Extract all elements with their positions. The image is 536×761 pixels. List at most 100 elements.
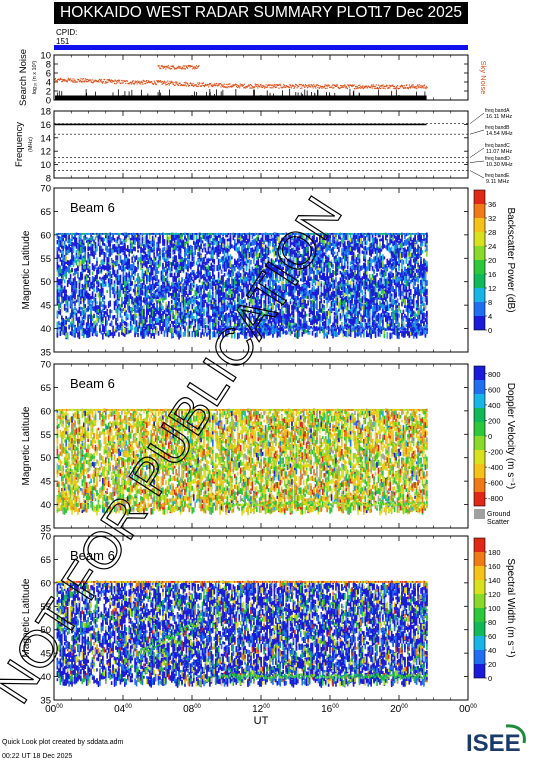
sky-noise-point <box>376 87 378 89</box>
sky-noise-point <box>185 81 187 83</box>
sky-noise-point <box>84 78 87 80</box>
sky-noise-point <box>247 85 250 87</box>
sky-noise-point <box>291 84 294 86</box>
y-tick-label: 8 <box>46 174 51 185</box>
colorbar-tick-label: 0 <box>488 674 492 683</box>
sky-noise-point <box>59 78 61 81</box>
y-tick-label: 35 <box>40 348 51 359</box>
sky-noise-point <box>403 87 405 89</box>
sky-noise-point <box>346 87 348 90</box>
sky-noise-point <box>272 87 274 89</box>
sky-noise-point <box>393 87 395 90</box>
sky-noise-point <box>204 83 207 85</box>
freq-band-value: 9.11 MHz <box>486 179 509 185</box>
colorbar-tick-label: 16 <box>488 270 496 279</box>
sky-noise-point <box>109 79 111 82</box>
sky-noise-point <box>139 83 141 85</box>
sky-noise-point <box>312 85 314 88</box>
sky-noise-point <box>423 84 426 86</box>
sky-noise-point <box>137 81 139 84</box>
sky-noise-point <box>72 78 74 80</box>
sky-noise-point <box>193 66 195 68</box>
sky-noise-point <box>336 84 339 86</box>
sky-noise-point <box>79 80 81 82</box>
sky-noise-point <box>99 80 102 82</box>
sky-noise-point <box>244 86 246 88</box>
sky-noise-point <box>167 80 169 82</box>
sky-noise-point <box>396 85 399 87</box>
sky-noise-point <box>67 79 69 81</box>
freq-band-value: 14.54 MHz <box>486 131 513 137</box>
sky-noise-point <box>249 87 251 89</box>
colorbar-segment <box>474 566 485 580</box>
sky-noise-point <box>346 87 348 89</box>
sky-noise-point <box>111 79 113 82</box>
width-scatter <box>55 580 429 688</box>
sky-noise-point <box>396 87 398 89</box>
sky-noise-point <box>172 65 174 67</box>
sky-noise-point <box>219 83 222 85</box>
sky-noise-point <box>197 65 200 68</box>
sky-noise-point <box>320 86 323 88</box>
sky-noise-point <box>161 81 164 83</box>
sky-noise-point <box>165 81 167 83</box>
sky-noise-point <box>392 85 394 88</box>
sky-noise-point <box>60 77 62 79</box>
sky-noise-point <box>217 83 220 85</box>
sky-noise-point <box>171 81 174 83</box>
power-ylabel: Magnetic Latitude <box>21 230 32 309</box>
sky-noise-point <box>227 85 229 88</box>
sky-noise-point <box>110 79 112 81</box>
sky-noise-point <box>386 85 388 87</box>
sky-noise-point <box>331 84 333 86</box>
sky-noise-point <box>343 85 345 87</box>
sky-noise-point <box>337 87 340 89</box>
sky-noise-point <box>179 82 181 84</box>
y-tick-label: 55 <box>40 254 51 265</box>
sky-noise-point <box>321 87 323 89</box>
ground-scatter-label: Scatter <box>487 519 510 526</box>
sky-noise-point <box>400 86 402 88</box>
sky-noise-point <box>131 81 134 83</box>
y-tick-label: 50 <box>40 625 51 636</box>
sky-noise-point <box>155 83 157 85</box>
sky-noise-point <box>130 81 132 83</box>
sky-noise-point <box>92 81 94 84</box>
sky-noise-point <box>80 80 82 82</box>
sky-noise-point <box>174 84 176 87</box>
sky-noise-point <box>412 84 414 86</box>
sky-noise-point <box>359 87 361 89</box>
sky-noise-point <box>261 86 264 89</box>
sky-noise-point <box>168 82 170 84</box>
sky-noise-point <box>117 80 119 82</box>
sky-noise-point <box>327 84 329 86</box>
sky-noise-point <box>204 84 206 87</box>
sky-noise-point <box>81 81 83 83</box>
sky-noise-point <box>294 85 296 88</box>
sky-noise-point <box>260 83 262 86</box>
sky-noise-point <box>180 68 182 70</box>
sky-noise-point <box>116 82 118 84</box>
sky-noise-point <box>256 85 258 88</box>
sky-noise-point <box>113 80 115 83</box>
sky-noise-point <box>156 80 158 82</box>
y-tick-label: 16 <box>40 120 51 131</box>
sky-noise-point <box>179 66 181 68</box>
sky-noise-point <box>173 81 175 84</box>
y-tick-label: 60 <box>40 230 51 241</box>
sky-noise-point <box>62 78 64 81</box>
sky-noise-point <box>290 86 292 88</box>
sky-noise-point <box>101 82 104 84</box>
sky-noise-point <box>119 79 121 82</box>
sky-noise-point <box>172 83 175 86</box>
sky-noise-point <box>175 83 177 85</box>
y-tick-label: 65 <box>40 555 51 566</box>
sky-noise-point <box>128 83 130 85</box>
sky-noise-point <box>374 85 376 88</box>
colorbar-segment <box>474 436 485 450</box>
sky-noise-point <box>69 78 72 80</box>
sky-noise-point <box>101 81 103 83</box>
logo-text: ISEE <box>466 730 521 755</box>
sky-noise-point <box>246 86 248 89</box>
sky-noise-point <box>366 87 369 89</box>
